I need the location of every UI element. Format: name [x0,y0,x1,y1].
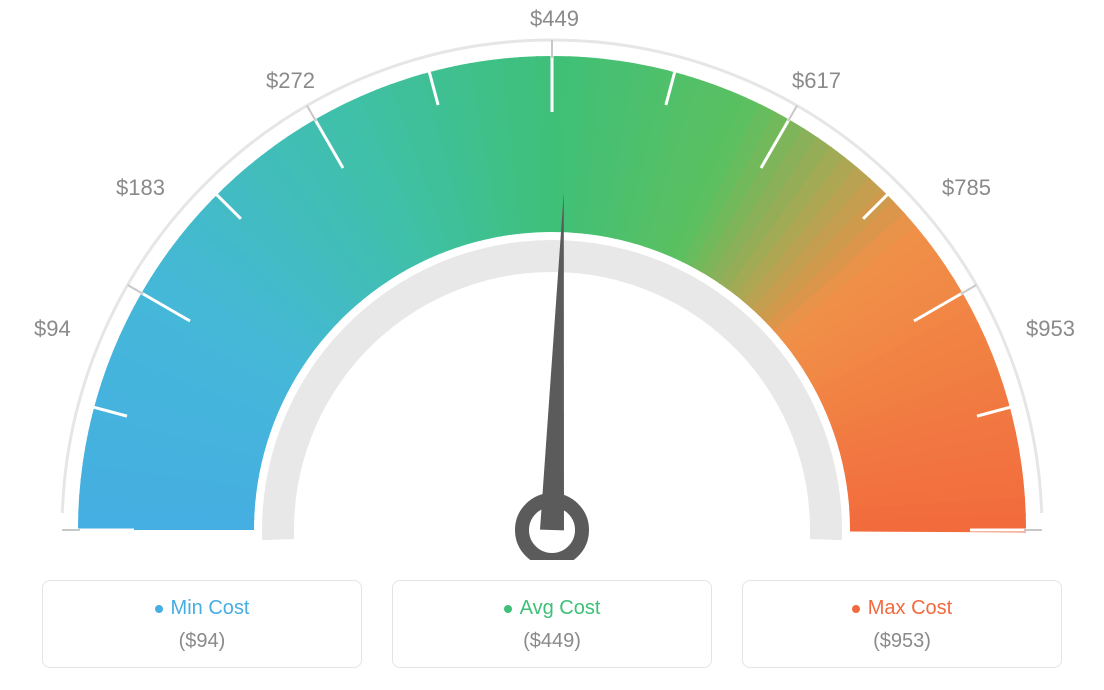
gauge-tick-label: $617 [792,68,841,94]
legend-avg: Avg Cost ($449) [392,580,712,668]
gauge-tick-label: $953 [1026,316,1075,342]
legend-dot-min [155,605,163,613]
gauge-tick-label: $785 [942,175,991,201]
legend-dot-avg [504,605,512,613]
gauge-tick-label: $272 [266,68,315,94]
gauge-chart: $94 $183 $272 $449 $617 $785 $953 [0,0,1104,560]
gauge-tick-label: $94 [34,316,71,342]
legend-max-title: Max Cost [852,597,952,620]
legend-avg-label: Avg Cost [520,597,601,620]
legend-min: Min Cost ($94) [42,580,362,668]
legend-dot-max [852,605,860,613]
legend-max: Max Cost ($953) [742,580,1062,668]
legend-avg-value: ($449) [403,630,701,653]
gauge-outer-tick [128,285,144,294]
gauge-outer-tick [307,106,316,122]
legend-min-title: Min Cost [155,597,250,620]
gauge-tick-label: $449 [530,6,579,32]
legend-avg-title: Avg Cost [504,597,601,620]
legend-max-value: ($953) [753,630,1051,653]
gauge-tick-label: $183 [116,175,165,201]
gauge-outer-tick [961,285,977,294]
gauge-svg [0,0,1104,560]
legend-min-label: Min Cost [171,597,250,620]
legend-max-label: Max Cost [868,597,952,620]
legend-row: Min Cost ($94) Avg Cost ($449) Max Cost … [0,580,1104,668]
legend-min-value: ($94) [53,630,351,653]
gauge-outer-tick [788,106,797,122]
